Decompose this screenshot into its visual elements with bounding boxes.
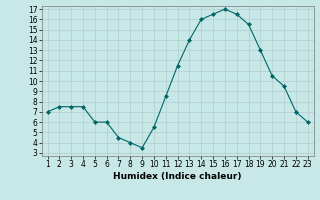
- X-axis label: Humidex (Indice chaleur): Humidex (Indice chaleur): [113, 172, 242, 181]
